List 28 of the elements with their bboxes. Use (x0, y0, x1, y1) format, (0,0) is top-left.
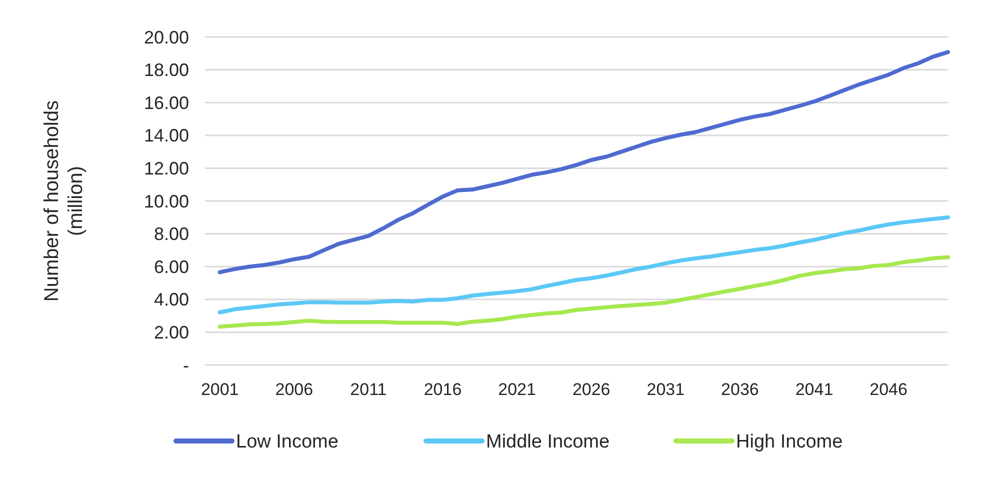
x-tick-label: 2046 (870, 380, 908, 399)
y-tick-label: 2.00 (154, 322, 189, 342)
y-tick-label: 4.00 (154, 290, 189, 310)
y-tick-label: 20.00 (144, 27, 189, 48)
x-tick-label: 2016 (424, 380, 462, 399)
legend-label: High Income (736, 432, 843, 453)
y-tick-label: 8.00 (154, 224, 189, 244)
line-series (218, 215, 950, 314)
line-series (218, 255, 950, 329)
x-tick-label: 2031 (646, 380, 685, 399)
y-tick-label: 18.00 (144, 60, 189, 80)
x-tick-label: 2021 (498, 380, 536, 399)
y-tick-label: 10.00 (144, 191, 189, 212)
x-tick-label: 2006 (275, 380, 314, 399)
y-tick-label: 6.00 (154, 256, 189, 277)
x-tick-label: 2041 (795, 380, 834, 399)
y-axis-title: Number of households (million) (41, 100, 87, 302)
line-series (218, 50, 950, 274)
x-tick-label: 2026 (572, 380, 610, 399)
x-tick-label: 2036 (721, 380, 759, 399)
y-tick-label: 14.00 (144, 126, 189, 146)
legend-label: Middle Income (486, 432, 610, 453)
x-tick-label: 2001 (200, 380, 239, 399)
legend-label: Low Income (236, 432, 338, 453)
y-tick-label: - (183, 355, 189, 376)
y-tick-label: 12.00 (144, 158, 189, 178)
y-tick-label: 16.00 (144, 92, 189, 113)
x-tick-label: 2011 (350, 380, 387, 399)
